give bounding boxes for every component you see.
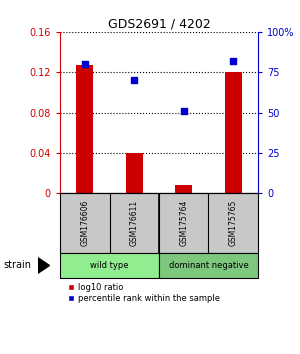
Point xyxy=(132,78,137,83)
FancyBboxPatch shape xyxy=(159,253,258,278)
Bar xyxy=(225,72,242,193)
Point xyxy=(82,61,87,67)
Bar xyxy=(175,185,192,193)
FancyBboxPatch shape xyxy=(60,193,258,253)
Legend: log10 ratio, percentile rank within the sample: log10 ratio, percentile rank within the … xyxy=(64,280,223,307)
Title: GDS2691 / 4202: GDS2691 / 4202 xyxy=(108,18,210,31)
Bar xyxy=(126,153,143,193)
Text: strain: strain xyxy=(3,261,31,270)
Point xyxy=(231,58,236,64)
Text: GSM175764: GSM175764 xyxy=(179,200,188,246)
Text: wild type: wild type xyxy=(90,261,129,270)
Polygon shape xyxy=(38,257,50,274)
FancyBboxPatch shape xyxy=(60,253,159,278)
Point xyxy=(181,108,186,114)
Bar xyxy=(76,65,93,193)
Text: GSM175765: GSM175765 xyxy=(229,200,238,246)
Text: GSM176606: GSM176606 xyxy=(80,200,89,246)
Text: dominant negative: dominant negative xyxy=(169,261,248,270)
Text: GSM176611: GSM176611 xyxy=(130,200,139,246)
